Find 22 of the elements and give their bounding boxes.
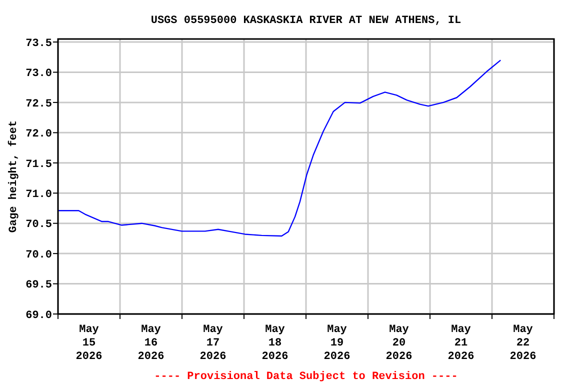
x-tick-label: May 17 2026 xyxy=(200,324,226,363)
x-tick-label: May 16 2026 xyxy=(138,324,164,363)
y-tick-label: 69.0 xyxy=(26,310,52,322)
x-tick-label: May 18 2026 xyxy=(262,324,288,363)
x-tick-label: May 22 2026 xyxy=(510,324,536,363)
x-tick-label: May 19 2026 xyxy=(324,324,350,363)
y-tick-label: 72.0 xyxy=(26,128,52,141)
x-tick-label: May 15 2026 xyxy=(76,324,102,363)
line-series xyxy=(57,60,502,237)
y-tick-label: 70.0 xyxy=(26,249,52,262)
y-tick-label: 70.5 xyxy=(26,219,52,232)
x-tick-label: May 20 2026 xyxy=(386,324,412,363)
x-tick-label: May 21 2026 xyxy=(448,324,474,363)
y-tick-label: 73.5 xyxy=(26,38,52,50)
chart-title: USGS 05595000 KASKASKIA RIVER AT NEW ATHENS, IL xyxy=(150,15,462,27)
y-tick-label: 73.0 xyxy=(26,68,52,80)
text: ---- Provisional Data Subject to Revision ---- xyxy=(154,371,458,383)
y-axis-title: Gage height, feet xyxy=(7,120,20,233)
y-tick-label: 71.0 xyxy=(26,188,52,201)
y-tick-label: 71.5 xyxy=(26,158,52,171)
y-tick-label: 72.5 xyxy=(26,98,52,110)
y-tick-label: 69.5 xyxy=(26,280,52,292)
